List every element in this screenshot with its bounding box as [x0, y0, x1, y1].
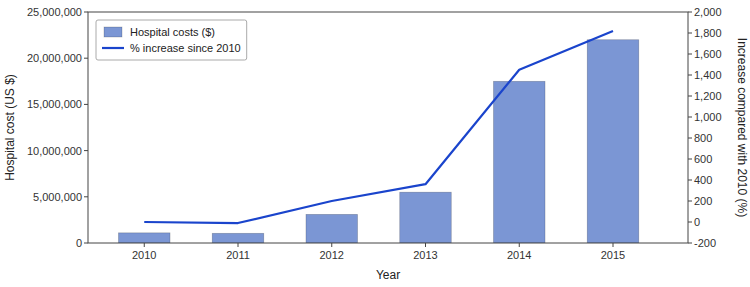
y2-tick-label: 1,400: [694, 69, 722, 81]
x-tick-label: 2012: [320, 249, 344, 261]
bar: [493, 81, 545, 243]
y2-tick: [688, 159, 692, 160]
y-tick: [84, 104, 88, 105]
x-tick-label: 2015: [601, 249, 625, 261]
y-tick: [84, 243, 88, 244]
x-tick: [238, 243, 239, 247]
plot-frame: [88, 12, 688, 243]
y-tick-label: 10,000,000: [27, 145, 82, 157]
y2-tick-label: 0: [694, 216, 700, 228]
y2-tick-label: 400: [694, 174, 712, 186]
y-tick: [84, 58, 88, 59]
y2-tick: [688, 96, 692, 97]
y2-tick: [688, 180, 692, 181]
y2-tick: [688, 222, 692, 223]
bar: [306, 214, 358, 243]
x-axis-title: Year: [376, 268, 400, 282]
y2-axis-title: Increase compared with 2010 (%): [735, 38, 749, 217]
y2-tick: [688, 12, 692, 13]
page: {"chart_data": {"type": "bar", "x": [201…: [0, 0, 750, 287]
y-tick-label: 15,000,000: [27, 98, 82, 110]
bar: [212, 233, 264, 243]
y-axis-title: Hospital cost (US $): [3, 74, 17, 181]
x-tick-label: 2010: [132, 249, 156, 261]
x-tick-label: 2014: [507, 249, 531, 261]
y-tick-label: 25,000,000: [27, 6, 82, 18]
y2-tick: [688, 75, 692, 76]
legend-label: % increase since 2010: [130, 42, 241, 54]
y-tick-label: 0: [76, 237, 82, 249]
bar: [118, 233, 170, 243]
legend-item: % increase since 2010: [102, 42, 241, 54]
y2-tick-label: 2,000: [694, 6, 722, 18]
y-tick: [84, 12, 88, 13]
x-tick: [144, 243, 145, 247]
y2-tick-label: 1,600: [694, 48, 722, 60]
y-tick: [84, 150, 88, 151]
y-tick: [84, 196, 88, 197]
x-tick-label: 2013: [413, 249, 437, 261]
bar: [400, 192, 452, 243]
y-tick-label: 5,000,000: [33, 191, 82, 203]
x-tick: [613, 243, 614, 247]
y2-tick: [688, 33, 692, 34]
y2-tick-label: 200: [694, 195, 712, 207]
y2-tick-label: 1,800: [694, 27, 722, 39]
y2-tick: [688, 201, 692, 202]
legend-frame: [96, 20, 247, 60]
y-tick-label: 20,000,000: [27, 52, 82, 64]
y2-tick: [688, 117, 692, 118]
y2-tick-label: 800: [694, 132, 712, 144]
y2-tick-label: 1,000: [694, 111, 722, 123]
y2-tick: [688, 243, 692, 244]
y-axis: 0 5,000,000 10,000,000 15,000,000 20,000,000…: [27, 6, 88, 249]
y2-tick: [688, 138, 692, 139]
y2-tick-label: -200: [694, 237, 716, 249]
legend-swatch: [104, 27, 122, 37]
chart: 2010 2011 2012 2013 2014 2015 Year 0 5,000,000 10…: [0, 0, 750, 287]
x-tick: [425, 243, 426, 247]
plot-area: [118, 31, 638, 243]
x-axis: 2010 2011 2012 2013 2014 2015: [132, 243, 625, 261]
x-tick-label: 2011: [226, 249, 250, 261]
y2-tick-label: 1,200: [694, 90, 722, 102]
x-tick: [519, 243, 520, 247]
legend-item: Hospital costs ($): [104, 26, 215, 38]
legend: Hospital costs ($) % increase since 2010: [96, 20, 247, 60]
x-tick: [331, 243, 332, 247]
y2-tick: [688, 54, 692, 55]
bar: [587, 40, 639, 243]
legend-label: Hospital costs ($): [130, 26, 215, 38]
y2-tick-label: 600: [694, 153, 712, 165]
y2-axis: -200 0 200 400 600 800 1,000 1,200 1,400 1,600 1,8…: [688, 6, 722, 249]
legend-swatch: [102, 47, 124, 49]
